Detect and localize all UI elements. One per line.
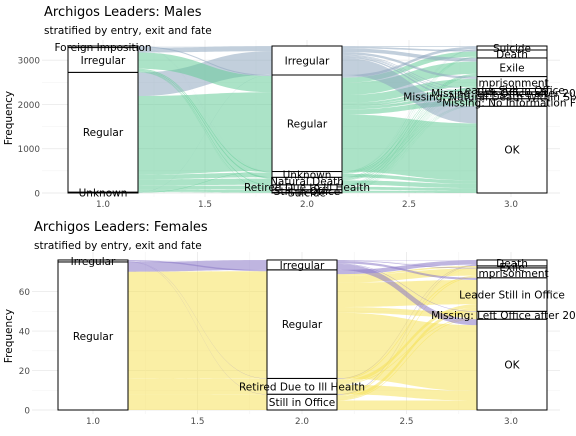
stratum-label: Unknown bbox=[283, 169, 332, 181]
stratum-label: Regular bbox=[73, 331, 114, 343]
stratum-label: Missing: Left Office after 2014- bbox=[431, 310, 576, 322]
x-tick-label: 3.0 bbox=[504, 417, 518, 427]
stratum-label: Regular bbox=[287, 118, 328, 130]
chart-subtitle: stratified by entry, exit and fate bbox=[44, 25, 212, 37]
stratum-label: Still in Office bbox=[269, 397, 335, 409]
flow-band bbox=[138, 46, 272, 52]
x-axis: 1.0 1.5 2.0 2.5 3.0 bbox=[96, 200, 518, 210]
flow-band bbox=[128, 394, 267, 410]
stratum-label: Imprisonment bbox=[475, 78, 548, 90]
y-tick-label: 1000 bbox=[18, 145, 41, 155]
stratum-label: Irregular bbox=[285, 56, 330, 68]
stratum-label: Regular bbox=[282, 319, 323, 331]
stratum-label: OK bbox=[504, 145, 520, 157]
x-tick-label: 3.0 bbox=[504, 200, 518, 210]
x-tick-label: 1.5 bbox=[198, 200, 212, 210]
y-tick-label: 3000 bbox=[18, 57, 41, 67]
chart-title: Archigos Leaders: Males bbox=[44, 5, 202, 20]
stratum-label: Irregular bbox=[71, 256, 116, 268]
y-axis-title: Frequency bbox=[3, 309, 15, 363]
stratum-label: Retired Due to Ill Health bbox=[239, 381, 365, 393]
chart-title: Archigos Leaders: Females bbox=[34, 220, 208, 235]
flow-band bbox=[128, 271, 267, 379]
flow-band bbox=[342, 115, 477, 181]
x-axis: 1.0 1.5 2.0 2.5 3.0 bbox=[86, 417, 518, 427]
x-tick-label: 1.0 bbox=[86, 417, 100, 427]
chart-panel-2: Regular Irregular Still in Office Retired D… bbox=[3, 220, 576, 427]
x-tick-label: 2.5 bbox=[400, 417, 414, 427]
y-axis: 0 20 40 60 Frequency bbox=[3, 288, 30, 416]
stratum-label: Leader Still in Office bbox=[459, 290, 565, 302]
flow-band bbox=[337, 400, 477, 410]
flow-band bbox=[138, 92, 272, 174]
stratum-label: Death bbox=[496, 258, 528, 270]
y-tick-label: 0 bbox=[24, 407, 30, 417]
y-tick-label: 2000 bbox=[18, 101, 41, 111]
x-tick-label: 1.5 bbox=[191, 417, 205, 427]
stratum-label: Suicide bbox=[493, 43, 531, 55]
stratum-label: Foreign Imposition bbox=[54, 42, 151, 54]
stratum-label: Irregular bbox=[280, 260, 325, 272]
stratum-label: Unknown bbox=[79, 188, 128, 200]
stratum-label: Exile bbox=[499, 62, 524, 74]
stratum-label: Regular bbox=[83, 127, 124, 139]
x-tick-label: 2.0 bbox=[295, 417, 309, 427]
x-tick-label: 1.0 bbox=[96, 200, 110, 210]
y-axis: 0 1000 2000 3000 Frequency bbox=[3, 57, 40, 200]
y-tick-label: 60 bbox=[19, 288, 31, 298]
x-tick-label: 2.5 bbox=[402, 200, 416, 210]
x-tick-label: 2.0 bbox=[300, 200, 314, 210]
y-tick-label: 40 bbox=[19, 328, 31, 338]
y-tick-label: 20 bbox=[19, 367, 31, 377]
y-axis-title: Frequency bbox=[3, 91, 15, 145]
stratum-label: Irregular bbox=[81, 55, 126, 67]
chart-subtitle: stratified by entry, exit and fate bbox=[34, 240, 202, 252]
stratum-label: OK bbox=[504, 360, 520, 372]
flow-band bbox=[342, 46, 477, 47]
y-tick-label: 0 bbox=[34, 190, 40, 200]
